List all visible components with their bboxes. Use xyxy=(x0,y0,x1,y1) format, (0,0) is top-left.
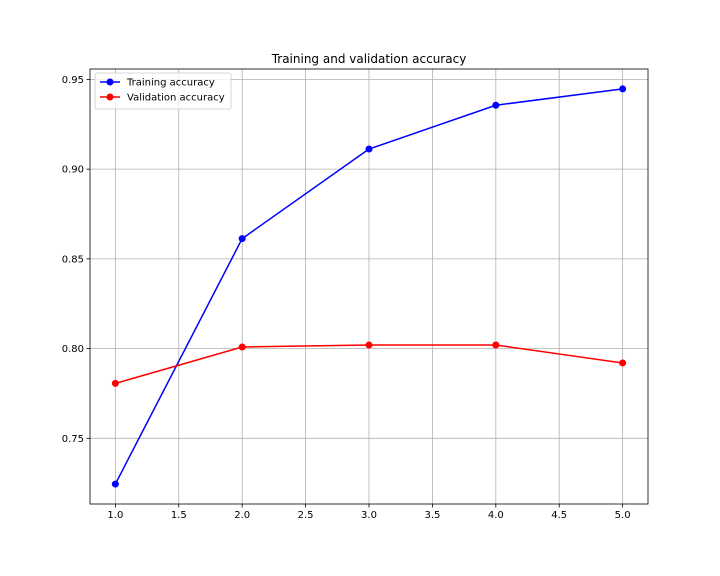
series-layer xyxy=(111,85,627,488)
y-tick-label: 0.85 xyxy=(62,254,84,265)
legend-box xyxy=(94,72,232,110)
validation-accuracy-point xyxy=(619,359,627,367)
validation-accuracy-point xyxy=(365,341,373,349)
grid-lines xyxy=(90,69,648,504)
training-accuracy-point xyxy=(238,235,246,243)
legend-marker xyxy=(106,78,114,86)
legend-item: Training accuracy xyxy=(100,78,215,89)
training-accuracy-point xyxy=(365,145,373,153)
y-tick-label: 0.80 xyxy=(62,344,84,355)
legend: Training accuracy Validation accuracy xyxy=(94,72,232,110)
x-tick-label: 1.0 xyxy=(107,510,123,521)
x-tick-label: 3.5 xyxy=(424,510,440,521)
x-tick-label: 4.5 xyxy=(551,510,567,521)
validation-accuracy-point xyxy=(238,343,246,351)
axis-ticks: 1.0 1.5 2.0 2.5 3.0 3.5 4.0 4.5 5.0 0.75 0.80 0.85 0… xyxy=(62,75,631,521)
training-accuracy-point xyxy=(619,85,627,93)
y-tick-label: 0.95 xyxy=(62,75,84,86)
chart-title: Training and validation accuracy xyxy=(271,52,467,66)
x-tick-label: 2.5 xyxy=(298,510,314,521)
training-accuracy-series xyxy=(111,85,627,488)
legend-marker xyxy=(106,93,114,101)
y-tick-label: 0.75 xyxy=(62,434,84,445)
x-tick-label: 5.0 xyxy=(615,510,631,521)
x-tick-label: 2.0 xyxy=(234,510,250,521)
validation-accuracy-point xyxy=(492,341,500,349)
training-accuracy-point xyxy=(111,480,119,488)
x-tick-label: 1.5 xyxy=(171,510,187,521)
x-tick-label: 3.0 xyxy=(361,510,377,521)
x-tick-label: 4.0 xyxy=(488,510,504,521)
validation-accuracy-point xyxy=(111,379,119,387)
legend-item: Validation accuracy xyxy=(100,93,225,104)
legend-label: Training accuracy xyxy=(126,78,215,89)
y-tick-label: 0.90 xyxy=(62,165,84,176)
legend-label: Validation accuracy xyxy=(127,93,225,104)
training-accuracy-point xyxy=(492,101,500,109)
validation-accuracy-series xyxy=(111,341,627,387)
